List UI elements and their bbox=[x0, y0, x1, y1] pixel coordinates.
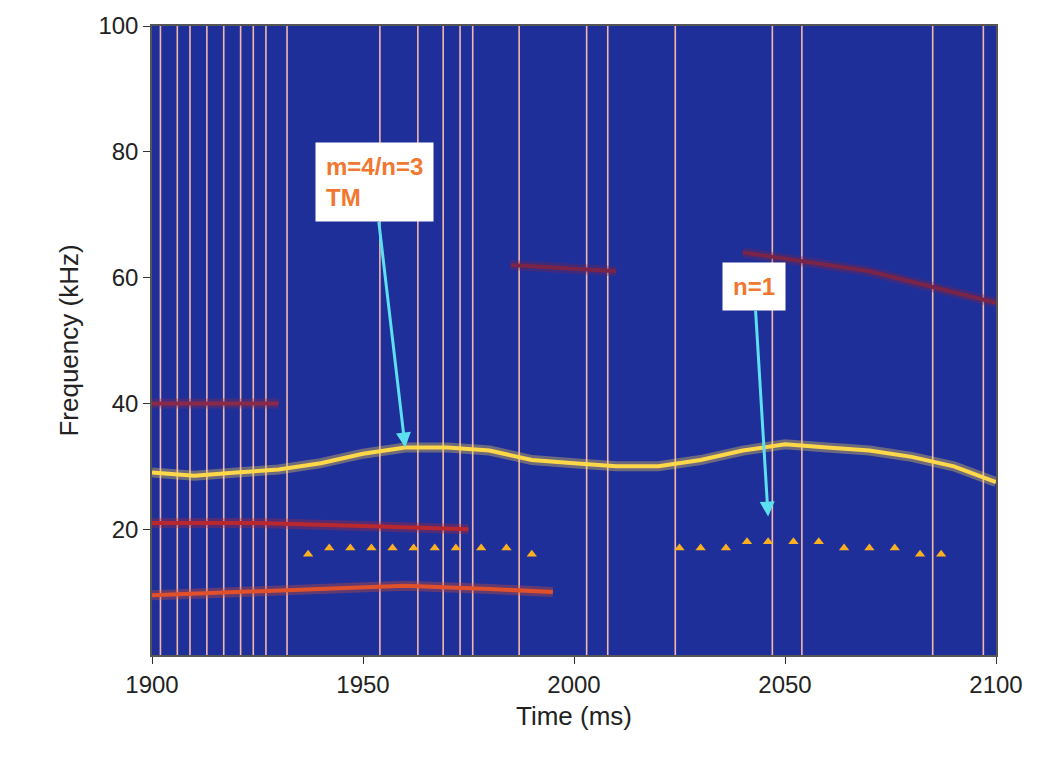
svg-text:40: 40 bbox=[112, 390, 139, 417]
svg-text:2000: 2000 bbox=[547, 671, 600, 698]
svg-text:m=4/n=3TM: m=4/n=3TM bbox=[326, 153, 423, 211]
svg-text:1900: 1900 bbox=[125, 671, 178, 698]
svg-text:1950: 1950 bbox=[336, 671, 389, 698]
svg-text:Frequency (kHz): Frequency (kHz) bbox=[54, 244, 84, 436]
svg-text:80: 80 bbox=[112, 138, 139, 165]
svg-text:20: 20 bbox=[112, 516, 139, 543]
svg-text:2100: 2100 bbox=[969, 671, 1022, 698]
svg-text:100: 100 bbox=[98, 12, 138, 39]
svg-text:2050: 2050 bbox=[758, 671, 811, 698]
svg-text:n=1: n=1 bbox=[733, 273, 775, 300]
svg-text:Time (ms): Time (ms) bbox=[516, 701, 632, 731]
svg-text:60: 60 bbox=[112, 264, 139, 291]
